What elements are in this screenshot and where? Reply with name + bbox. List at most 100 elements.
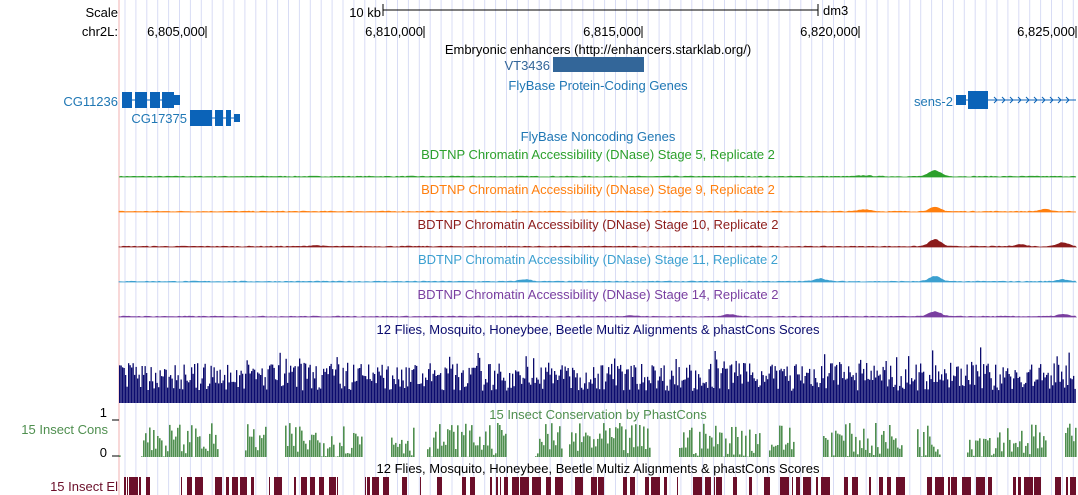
track-title-multiz-elements[interactable]: 12 Flies, Mosquito, Honeybee, Beetle Mul… <box>376 461 820 476</box>
track-title-phastcons[interactable]: 15 Insect Conservation by PhastCons <box>489 407 707 422</box>
multiz-bar <box>896 357 898 403</box>
phastcons-bar <box>293 445 295 457</box>
track-title-flybase-noncoding[interactable]: FlyBase Noncoding Genes <box>520 129 676 144</box>
multiz-bar <box>821 366 823 403</box>
multiz-bar <box>443 390 445 403</box>
track-title-flybase-coding[interactable]: FlyBase Protein-Coding Genes <box>508 78 688 93</box>
multiz-bar <box>845 379 847 403</box>
multiz-bar <box>1016 372 1018 403</box>
multiz-bar <box>611 363 613 403</box>
strand-arrow <box>1049 96 1054 104</box>
track-title-dnase-stage11[interactable]: BDTNP Chromatin Accessibility (DNase) St… <box>417 252 779 267</box>
multiz-bar <box>1037 379 1039 403</box>
multiz-bar <box>263 385 265 403</box>
conserved-element <box>124 477 126 495</box>
multiz-bar <box>623 390 625 403</box>
conserved-element <box>301 477 307 495</box>
phastcons-bar <box>475 445 477 457</box>
multiz-bar <box>722 368 724 403</box>
conserved-element <box>844 477 848 495</box>
multiz-bar <box>1041 380 1043 403</box>
multiz-bar <box>396 367 398 403</box>
phastcons-bar <box>925 455 927 457</box>
conserved-element <box>796 477 800 495</box>
track-title-dnase-stage10[interactable]: BDTNP Chromatin Accessibility (DNase) St… <box>417 217 779 232</box>
gene-label-cg17375[interactable]: CG17375 <box>131 111 187 126</box>
phastcons-bar <box>791 449 793 457</box>
multiz-bar <box>297 366 299 403</box>
track-title-multiz[interactable]: 12 Flies, Mosquito, Honeybee, Beetle Mul… <box>376 322 820 337</box>
phastcons-bar <box>215 434 217 457</box>
phastcons-bar <box>739 454 741 457</box>
multiz-bar <box>188 382 190 403</box>
enhancer-feature-label[interactable]: VT3436 <box>504 58 550 73</box>
track-title-dnase-stage9[interactable]: BDTNP Chromatin Accessibility (DNase) St… <box>421 182 775 197</box>
multiz-bar <box>719 388 721 403</box>
multiz-bar <box>129 365 131 403</box>
phastcons-bar <box>607 443 609 457</box>
conserved-element <box>520 477 529 495</box>
multiz-bar <box>945 373 947 403</box>
phastcons-bar <box>471 425 473 457</box>
phastcons-bar <box>583 436 585 457</box>
multiz-bar <box>449 356 451 403</box>
phastcons-bar <box>1043 436 1045 457</box>
multiz-bar <box>764 381 766 403</box>
multiz-bar <box>519 375 521 403</box>
phastcons-bar <box>899 448 901 457</box>
conserved-element <box>962 477 971 495</box>
multiz-bar <box>440 373 442 403</box>
phastcons-bar <box>159 438 161 457</box>
multiz-bar <box>476 365 478 403</box>
gene-label-sens-2[interactable]: sens-2 <box>913 94 953 109</box>
multiz-bar <box>303 362 305 403</box>
conserved-element <box>976 477 985 495</box>
multiz-bar <box>144 366 146 403</box>
phastcons-bar <box>749 429 751 457</box>
elements-side-label[interactable]: 15 Insect El <box>50 479 118 494</box>
phastcons-side-label[interactable]: 15 Insect Cons <box>21 422 108 437</box>
multiz-bar <box>422 373 424 403</box>
multiz-bar <box>341 388 343 403</box>
multiz-bar <box>956 366 958 403</box>
conserved-element <box>500 477 501 495</box>
phastcons-bar <box>349 453 351 457</box>
phastcons-bar <box>249 436 251 457</box>
multiz-bar <box>134 374 136 403</box>
phastcons-bar <box>175 436 177 457</box>
multiz-bar <box>380 375 382 403</box>
multiz-bar <box>711 386 713 403</box>
conserved-element <box>575 477 583 495</box>
track-title-dnase-stage14[interactable]: BDTNP Chromatin Accessibility (DNase) St… <box>417 287 779 302</box>
multiz-bar <box>879 374 881 403</box>
multiz-bar <box>164 369 166 403</box>
multiz-bar <box>483 384 485 403</box>
tick-label: 6,820,000 <box>800 24 858 39</box>
multiz-bar <box>605 381 607 403</box>
phastcons-bar <box>999 432 1001 457</box>
phastcons-bar <box>859 440 861 457</box>
track-title-enhancers[interactable]: Embryonic enhancers (http://enhancers.st… <box>444 42 752 57</box>
multiz-bar <box>701 385 703 403</box>
multiz-bar <box>314 378 316 403</box>
multiz-bar <box>617 366 619 403</box>
phastcons-bar <box>411 455 413 457</box>
dnase-signal <box>118 276 1078 283</box>
multiz-bar <box>383 377 385 403</box>
track-title-dnase-stage5[interactable]: BDTNP Chromatin Accessibility (DNase) St… <box>421 147 775 162</box>
multiz-bar <box>140 387 142 403</box>
phastcons-bar <box>339 442 341 457</box>
multiz-bar <box>698 374 700 403</box>
assembly-label: dm3 <box>823 3 849 18</box>
multiz-bar <box>198 390 200 403</box>
gene-label-cg11236[interactable]: CG11236 <box>63 94 118 109</box>
conserved-element <box>402 477 407 495</box>
gene-exon <box>150 92 160 108</box>
multiz-bar <box>981 388 983 403</box>
multiz-bar <box>768 373 770 403</box>
multiz-bar <box>996 387 998 403</box>
multiz-bar <box>876 370 878 403</box>
multiz-bar <box>980 347 982 403</box>
multiz-bar <box>789 375 791 403</box>
phastcons-bar <box>413 427 415 457</box>
